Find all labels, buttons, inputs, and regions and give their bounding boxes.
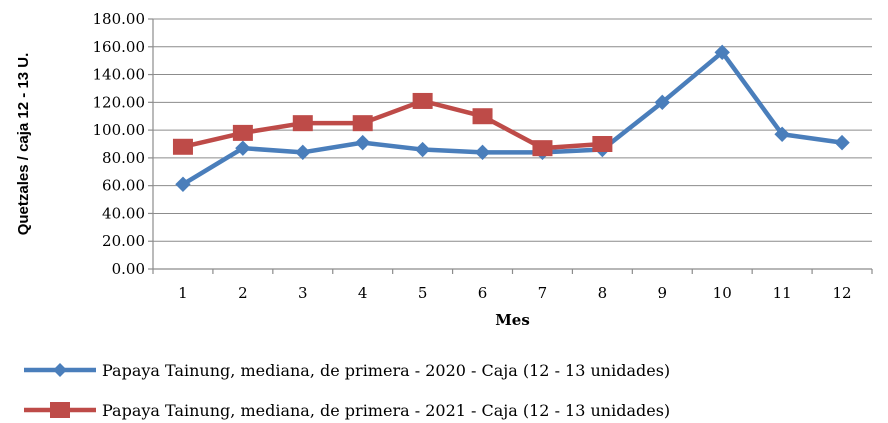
data-point-1-0 bbox=[172, 138, 193, 155]
y-tick-label: 40.00 bbox=[102, 204, 145, 222]
x-tick-label: 7 bbox=[538, 284, 548, 302]
data-point-0-8 bbox=[654, 94, 670, 111]
data-point-1-4 bbox=[412, 92, 433, 109]
y-tick-label: 0.00 bbox=[112, 260, 145, 278]
legend-entry-2021: Papaya Tainung, mediana, de primera - 20… bbox=[24, 401, 670, 420]
x-tick-label: 2 bbox=[238, 284, 248, 302]
y-tick-label: 20.00 bbox=[102, 232, 145, 250]
x-tick-label: 4 bbox=[358, 284, 368, 302]
data-point-0-4 bbox=[414, 141, 431, 158]
legend: Papaya Tainung, mediana, de primera - 20… bbox=[24, 361, 670, 420]
x-tick-label: 3 bbox=[298, 284, 308, 302]
x-tick-label: 1 bbox=[178, 284, 188, 302]
x-tick-labels: 1 2 3 4 5 6 7 8 9 10 11 12 bbox=[178, 284, 851, 302]
data-point-1-1 bbox=[232, 124, 253, 141]
x-tick-label: 6 bbox=[478, 284, 488, 302]
series-line-0 bbox=[181, 50, 843, 187]
legend-label-2020: Papaya Tainung, mediana, de primera - 20… bbox=[102, 361, 670, 380]
data-point-1-2 bbox=[292, 115, 313, 132]
y-tick-label: 60.00 bbox=[102, 177, 145, 195]
data-point-0-2 bbox=[295, 144, 311, 161]
data-point-0-0 bbox=[175, 176, 191, 192]
series-lines bbox=[172, 44, 850, 192]
y-tick-label: 100.00 bbox=[93, 121, 146, 139]
x-tick-label: 5 bbox=[418, 284, 428, 302]
y-tick-label: 140.00 bbox=[93, 66, 146, 84]
data-point-0-11 bbox=[834, 134, 850, 151]
legend-label-2021: Papaya Tainung, mediana, de primera - 20… bbox=[102, 401, 670, 420]
legend-marker-2021 bbox=[50, 402, 70, 418]
x-axis-label: Mes bbox=[495, 311, 530, 329]
x-tick-label: 8 bbox=[598, 284, 608, 302]
data-point-1-3 bbox=[352, 115, 373, 132]
data-point-1-5 bbox=[472, 108, 493, 125]
y-tick-label: 120.00 bbox=[93, 93, 146, 111]
data-point-1-7 bbox=[592, 136, 613, 152]
y-tick-label: 80.00 bbox=[102, 149, 145, 167]
y-tick-label: 180.00 bbox=[93, 10, 146, 28]
data-point-0-9 bbox=[714, 44, 730, 61]
y-tick-labels: 0.00 20.00 40.00 60.00 80.00 100.00 120.00 140.… bbox=[93, 10, 146, 278]
legend-entry-2020: Papaya Tainung, mediana, de primera - 20… bbox=[24, 361, 670, 380]
data-point-0-3 bbox=[355, 134, 371, 151]
x-tick-label: 12 bbox=[832, 284, 851, 302]
x-tick-label: 10 bbox=[713, 284, 732, 302]
data-point-0-5 bbox=[474, 144, 491, 161]
x-tick-label: 9 bbox=[658, 284, 668, 302]
y-axis-label: Quetzales / caja 12 - 13 U. bbox=[15, 53, 32, 236]
y-tick-label: 160.00 bbox=[93, 38, 146, 56]
x-tick-label: 11 bbox=[773, 284, 792, 302]
data-point-1-6 bbox=[532, 140, 553, 157]
legend-marker-2020 bbox=[53, 363, 67, 377]
data-point-0-1 bbox=[235, 140, 251, 156]
data-point-0-10 bbox=[774, 126, 790, 142]
gridlines bbox=[148, 18, 873, 274]
